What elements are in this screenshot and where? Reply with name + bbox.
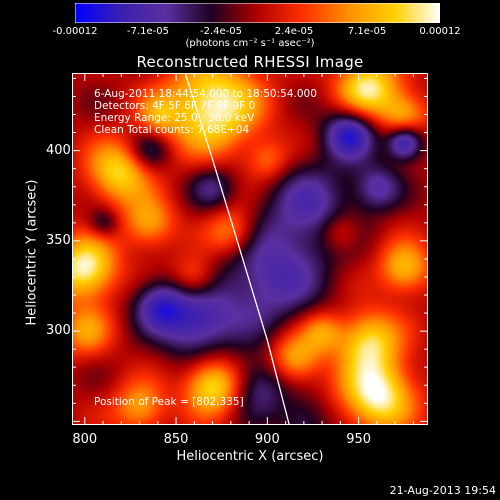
- colorbar-tick-label: -2.4e-05: [200, 26, 242, 37]
- y-tick-label: 350: [46, 232, 71, 248]
- colorbar-tick-label: 0.00012: [419, 26, 461, 37]
- x-axis-label: Heliocentric X (arcsec): [176, 449, 324, 464]
- y-tick-label: 400: [46, 142, 71, 158]
- colorbar-tick-label: 2.4e-05: [274, 26, 314, 37]
- annotation-energy: Energy Range: 25.0 - 50.0 keV: [94, 112, 255, 124]
- x-tick-label: 850: [163, 432, 189, 447]
- chart-title: Reconstructed RHESSI Image: [136, 53, 364, 71]
- y-tick-label: 300: [46, 323, 71, 339]
- x-tick-label: 800: [72, 432, 98, 447]
- heatmap-image: [72, 73, 428, 425]
- timestamp: 21-Aug-2013 19:54: [389, 484, 496, 497]
- colorbar: [75, 3, 440, 23]
- colorbar-tick-label: -0.00012: [52, 26, 98, 37]
- solar-limb-curve: [184, 73, 290, 425]
- colorbar-tick-label: -7.1e-05: [127, 26, 169, 37]
- colorbar-gradient: [75, 3, 440, 23]
- annotation-detectors: Detectors: 4F 5F 6F 7F 8F 9F 0: [94, 100, 256, 112]
- plot-frame: [72, 73, 428, 425]
- colorbar-tick-label: 7.1e-05: [347, 26, 387, 37]
- x-tick-label: 950: [346, 432, 372, 447]
- axis-ticks: [72, 73, 428, 425]
- heatmap-plot: [72, 73, 428, 425]
- annotation-clean: Clean Total counts: 7.68E+04: [94, 124, 250, 136]
- y-axis-label: Heliocentric Y (arcsec): [24, 179, 40, 326]
- x-tick-label: 900: [254, 432, 280, 447]
- annotation-peak: Position of Peak = [802,335]: [94, 396, 244, 408]
- colorbar-unit-label: (photons cm⁻² s⁻¹ asec⁻²): [185, 38, 315, 49]
- annotation-time-range: 6-Aug-2011 18:44:54.000 to 18:50:54.000: [94, 88, 317, 100]
